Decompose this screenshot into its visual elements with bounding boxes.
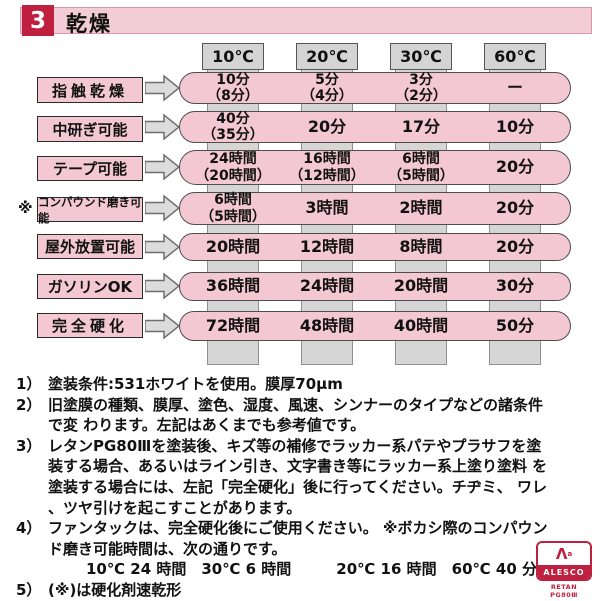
footnote-5: 5） (※)は硬化剤速乾形: [16, 580, 594, 601]
footnote-line: レタンPG80Ⅲを塗装後、キズ等の補修でラッカー系パテやプラサフを塗: [48, 436, 542, 455]
cell-value: 2時間: [399, 198, 443, 218]
section-number-badge: 3: [22, 5, 54, 36]
footnote-line: (※)は硬化剤速乾形: [48, 580, 182, 599]
cell-value: 40分 （35分）: [202, 110, 264, 143]
cell-value: 3分 （2分）: [395, 71, 447, 104]
cell-value: 10分: [495, 116, 535, 136]
cell-value: 16時間 （12時間）: [289, 151, 365, 184]
table-row: 72時間 48時間 40時間 50分: [179, 311, 571, 341]
footnote-line: ファンタックは、完全硬化後にご使用ください。 ※ボカシ際のコンパウン: [48, 519, 548, 538]
footnote-line: ド磨き可能時間は、次の通りです。: [48, 539, 287, 558]
table-row: 24時間 （20時間） 16時間 （12時間） 6時間 （5時間） 20分: [179, 150, 571, 185]
table-row: 40分 （35分） 20分 17分 10分: [179, 111, 571, 143]
arrow-right-icon: [145, 233, 180, 261]
cell-value: 20時間: [393, 276, 449, 296]
cell-value: 6時間 （5時間）: [200, 192, 266, 225]
footnote-number: 5）: [16, 580, 42, 599]
column-header-60c: 60℃: [484, 43, 546, 70]
alesco-wordmark: ALESCO: [538, 565, 590, 579]
table-row: 6時間 （5時間） 3時間 2時間 20分: [179, 192, 571, 225]
cell-value: 24時間 （20時間）: [195, 151, 271, 184]
cell-value: 12時間: [299, 236, 355, 256]
footnote-2: 2） 旧塗膜の種類、膜厚、塗色、湿度、風速、シンナーのタイプなどの諸条件 で変 …: [16, 395, 594, 436]
cell-value: 36時間: [205, 276, 261, 296]
cell-value: 24時間: [299, 276, 355, 296]
section-banner: [20, 7, 592, 34]
footnote-line: 塗装条件:531ホワイトを使用。膜厚70μm: [48, 375, 343, 393]
arrow-right-icon: [145, 272, 180, 300]
footnote-3: 3） レタンPG80Ⅲを塗装後、キズ等の補修でラッカー系パテやプラサフを塗 装す…: [16, 436, 594, 518]
row-label-tape-ok: テープ可能: [37, 156, 143, 181]
logo-caption: RETAN PG80Ⅲ: [550, 583, 578, 599]
row-label-full-cure: 完全硬化: [37, 313, 143, 338]
footnote-marker: ※: [18, 199, 33, 217]
cell-value: 3時間: [305, 198, 349, 218]
column-header-20c: 20℃: [296, 43, 358, 70]
row-label-sandable: 中研ぎ可能: [37, 116, 143, 142]
footnote-4: 4） ファンタックは、完全硬化後にご使用ください。 ※ボカシ際のコンパウン ド磨…: [16, 518, 594, 580]
cell-value: 20分: [495, 157, 535, 177]
logo-lambda: Λ: [555, 544, 568, 563]
arrow-right-icon: [145, 194, 180, 222]
cell-value: 30分: [495, 276, 535, 296]
cell-value: 5分 （4分）: [301, 71, 353, 104]
cell-value: ー: [506, 77, 523, 97]
cell-value: 40時間: [393, 315, 449, 335]
cell-value: 72時間: [205, 315, 261, 335]
footnote-number: 4）: [16, 519, 42, 538]
arrow-right-icon: [145, 74, 180, 102]
footnote-line: 旧塗膜の種類、膜厚、塗色、湿度、風速、シンナーのタイプなどの諸条件: [48, 395, 544, 414]
logo-sup: a: [567, 549, 573, 558]
cell-value: 50分: [495, 315, 535, 335]
cell-value: 8時間: [399, 236, 443, 256]
footnote-line: で変 わります。左記はあくまでも参考値です。: [48, 416, 366, 435]
footnote-line: 塗装する場合には、左記「完全硬化」後に行ってください。チヂミ、 ワレ: [48, 477, 548, 496]
cell-value: 20分: [307, 116, 347, 136]
table-row: 10分 （8分） 5分 （4分） 3分 （2分） ー: [179, 72, 571, 104]
cell-value: 20分: [495, 198, 535, 218]
arrow-right-icon: [145, 312, 180, 340]
column-header-30c: 30℃: [390, 43, 452, 70]
row-label-compound-polish: コンパウンド磨き可能: [37, 194, 143, 225]
footnote-line: 装する場合、あるいはライン引き、文字書き等にラッカー系上塗り塗料 を: [48, 457, 548, 476]
table-row: 20時間 12時間 8時間 20分: [179, 233, 571, 261]
footnotes: 1） 塗装条件:531ホワイトを使用。膜厚70μm 2） 旧塗膜の種類、膜厚、塗…: [16, 374, 594, 601]
footnote-number: 1）: [16, 375, 42, 393]
cell-value: 10分 （8分）: [207, 71, 259, 104]
arrow-right-icon: [145, 113, 180, 141]
cell-value: 6時間 （5時間）: [388, 151, 454, 184]
section-title: 乾燥: [66, 12, 112, 36]
compound-polish-times: 10℃ 24 時間 30℃ 6 時間 20℃ 16 時間 60℃ 40 分: [86, 560, 537, 579]
footnote-1: 1） 塗装条件:531ホワイトを使用。膜厚70μm: [16, 374, 594, 395]
column-header-10c: 10℃: [202, 43, 264, 70]
footnote-number: 2）: [16, 395, 42, 414]
cell-value: 48時間: [299, 315, 355, 335]
cell-value: 17分: [401, 116, 441, 136]
cell-value: 20時間: [205, 236, 261, 256]
cell-value: 20分: [495, 236, 535, 256]
arrow-right-icon: [145, 153, 180, 181]
footnote-number: 3）: [16, 436, 42, 455]
table-row: 36時間 24時間 20時間 30分: [179, 272, 571, 301]
row-label-outdoor-ok: 屋外放置可能: [37, 234, 143, 259]
row-label-gasoline-ok: ガソリンOK: [37, 274, 143, 299]
row-label-touch-dry: 指触乾燥: [37, 77, 143, 103]
footnote-line: 、ツヤ引けを起こすことがあります。: [48, 498, 302, 517]
